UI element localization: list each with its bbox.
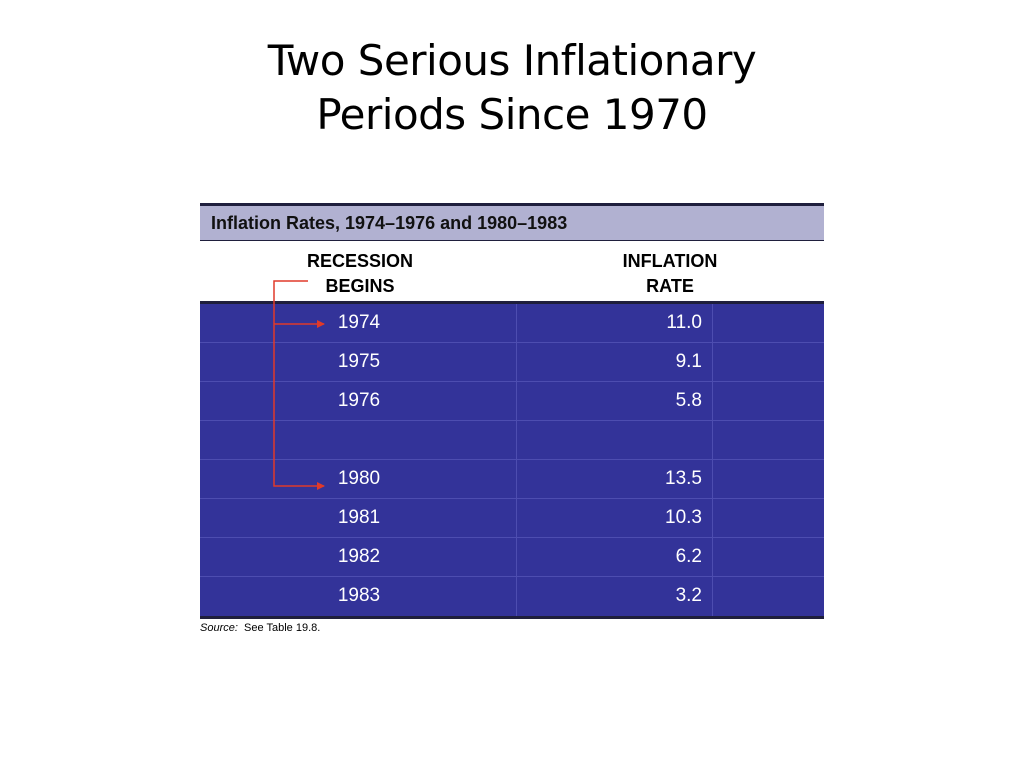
rate-cell: 9.1 <box>675 351 702 372</box>
table-row-empty <box>200 421 824 460</box>
column-divider <box>516 421 517 459</box>
table-source-note: Source: See Table 19.8. <box>200 622 320 634</box>
header-recession-line-1: RECESSION <box>306 251 414 271</box>
header-recession-line-2: BEGINS <box>325 276 395 296</box>
year-cell: 1975 <box>337 351 381 372</box>
table-row: 1976 5.8 <box>200 382 824 421</box>
source-label: Source: <box>200 622 238 634</box>
year-cell: 1980 <box>337 468 381 489</box>
source-text: See Table 19.8. <box>244 622 321 634</box>
inflation-table: Inflation Rates, 1974–1976 and 1980–1983… <box>200 203 824 619</box>
table-row: 1983 3.2 <box>200 577 824 616</box>
column-divider <box>712 499 713 537</box>
column-divider <box>516 460 517 498</box>
column-divider <box>712 304 713 342</box>
column-divider <box>516 499 517 537</box>
rate-cell: 13.5 <box>665 468 702 489</box>
rate-cell: 10.3 <box>665 507 702 528</box>
year-cell: 1974 <box>337 312 381 333</box>
column-divider <box>712 577 713 616</box>
column-divider <box>516 538 517 576</box>
rate-cell: 11.0 <box>666 312 702 333</box>
year-cell: 1981 <box>337 507 381 528</box>
rate-cell: 3.2 <box>675 585 702 606</box>
column-divider <box>516 577 517 616</box>
column-divider <box>516 382 517 420</box>
table-caption: Inflation Rates, 1974–1976 and 1980–1983 <box>200 203 824 241</box>
table-row: 1975 9.1 <box>200 343 824 382</box>
header-inflation-line-1: INFLATION <box>622 251 718 271</box>
slide-title: Two Serious Inflationary Periods Since 1… <box>0 34 1024 142</box>
table-row: 1980 13.5 <box>200 460 824 499</box>
rate-cell: 6.2 <box>675 546 702 567</box>
year-cell: 1976 <box>337 390 381 411</box>
year-cell: 1982 <box>337 546 381 567</box>
column-divider <box>712 382 713 420</box>
table-row: 1981 10.3 <box>200 499 824 538</box>
column-divider <box>712 343 713 381</box>
column-divider <box>712 460 713 498</box>
table-row: 1982 6.2 <box>200 538 824 577</box>
year-cell: 1983 <box>337 585 381 606</box>
table-body: 1974 11.0 1975 9.1 1976 5.8 1980 13.5 1981 10… <box>200 304 824 619</box>
column-divider <box>516 304 517 342</box>
table-column-headers: RECESSION BEGINS INFLATION RATE <box>200 241 824 304</box>
header-inflation-line-2: RATE <box>646 276 694 296</box>
column-divider <box>712 538 713 576</box>
header-recession-begins: RECESSION BEGINS <box>285 249 435 299</box>
slide-title-line-1: Two Serious Inflationary <box>267 36 757 85</box>
column-divider <box>712 421 713 459</box>
header-inflation-rate: INFLATION RATE <box>595 249 745 299</box>
column-divider <box>516 343 517 381</box>
table-row: 1974 11.0 <box>200 304 824 343</box>
slide-title-line-2: Periods Since 1970 <box>316 90 708 139</box>
rate-cell: 5.8 <box>675 390 702 411</box>
